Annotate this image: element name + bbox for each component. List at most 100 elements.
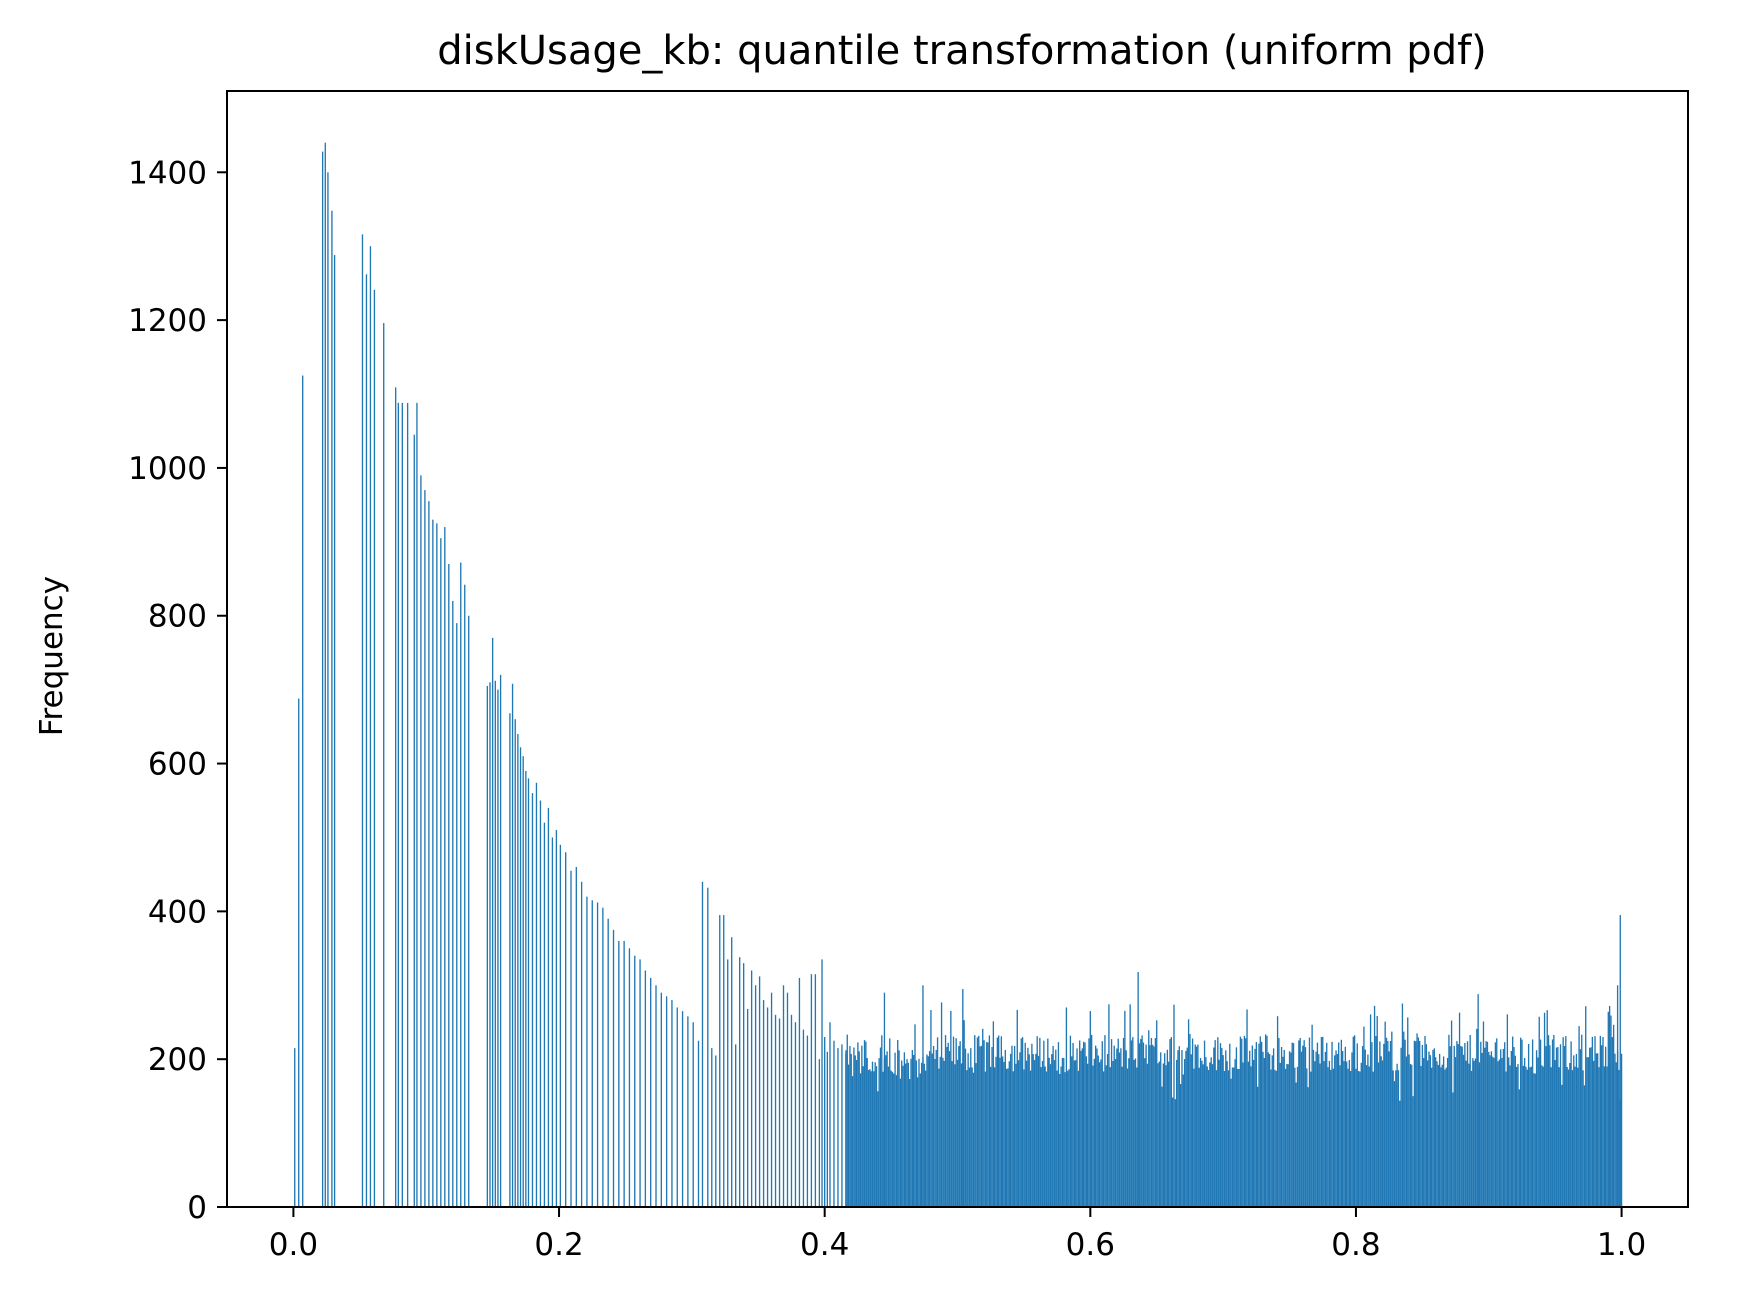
histogram-bar (983, 1040, 985, 1207)
histogram-bar (302, 375, 304, 1207)
histogram-bar (1057, 1042, 1060, 1207)
histogram-bar (565, 852, 567, 1207)
histogram-bar (1336, 1053, 1339, 1207)
histogram-bar (1278, 1037, 1280, 1207)
histogram-bar (1427, 1060, 1429, 1207)
histogram-bar (1267, 1052, 1269, 1207)
histogram-bar (1567, 1069, 1570, 1207)
histogram-bar (1259, 1036, 1261, 1207)
histogram-bar (1541, 1065, 1543, 1207)
histogram-bar (494, 680, 496, 1207)
histogram-bar (853, 1047, 855, 1207)
histogram-bar (1133, 1059, 1135, 1207)
histogram-bar (456, 623, 458, 1207)
histogram-bar-peak (1608, 1005, 1611, 1207)
histogram-bar (1174, 1099, 1176, 1207)
histogram-bar (1496, 1038, 1498, 1207)
histogram-bar (1121, 1066, 1123, 1207)
histogram-bar (1535, 1050, 1538, 1207)
histogram-bar (1344, 1046, 1346, 1207)
histogram-bar (1229, 1043, 1231, 1207)
histogram-bar (1444, 1069, 1446, 1207)
histogram-bar-peak (922, 985, 924, 1207)
histogram-bar (1186, 1047, 1188, 1207)
histogram-bar (460, 562, 462, 1207)
histogram-bar (943, 1060, 945, 1207)
histogram-bar (1529, 1067, 1531, 1207)
histogram-bar (602, 907, 604, 1207)
histogram-bar (1401, 1003, 1404, 1207)
histogram-bar (1420, 1066, 1422, 1207)
histogram-bar (1210, 1057, 1212, 1207)
histogram-bar (875, 1066, 878, 1207)
histogram-bar (1068, 1069, 1070, 1207)
histogram-bar (1266, 1035, 1268, 1207)
histogram-bar (522, 756, 524, 1207)
histogram-bar (644, 970, 647, 1207)
histogram-bar (1611, 1037, 1613, 1207)
histogram-bar (1296, 1066, 1299, 1207)
histogram-bar (1356, 1043, 1358, 1207)
histogram-bar (1318, 1054, 1320, 1207)
histogram-bar (932, 1045, 935, 1207)
histogram-bar (1505, 1071, 1507, 1207)
histogram-bar (1429, 1055, 1431, 1207)
histogram-bar (1522, 1065, 1524, 1207)
histogram-bar (1519, 1037, 1522, 1207)
histogram-bar (903, 1052, 906, 1207)
histogram-bar (1543, 1012, 1546, 1207)
histogram-bar (1284, 1068, 1287, 1207)
histogram-bar (919, 1073, 921, 1207)
histogram-bar (854, 1055, 856, 1207)
histogram-bar (1287, 1064, 1289, 1207)
x-tick-label: 0.6 (1066, 1227, 1115, 1263)
histogram-bar (841, 1044, 843, 1207)
histogram-bar (866, 1058, 868, 1207)
histogram-bar (774, 1014, 777, 1207)
histogram-bar (1462, 1054, 1465, 1207)
histogram-bar (955, 1038, 957, 1207)
histogram-bar (1334, 1055, 1336, 1207)
histogram-bar (1407, 1017, 1409, 1207)
histogram-bar (1044, 1066, 1046, 1207)
histogram-bar (681, 1011, 684, 1207)
histogram-bar (954, 1064, 956, 1207)
histogram-bar (1504, 1042, 1506, 1207)
histogram-bar (1003, 1062, 1005, 1207)
histogram-bar (727, 959, 729, 1207)
histogram-bar (906, 1059, 908, 1207)
histogram-bar (1140, 1039, 1142, 1207)
histogram-bar (1286, 1064, 1288, 1207)
y-tick-label: 1400 (128, 155, 207, 191)
histogram-bar (1326, 1042, 1328, 1207)
histogram-bar (1073, 1060, 1076, 1207)
histogram-bar (697, 1040, 700, 1207)
histogram-bar (1508, 1057, 1510, 1207)
histogram-bar (1045, 1071, 1048, 1207)
histogram-bar (1450, 1020, 1453, 1207)
x-tick-label: 0.2 (534, 1227, 583, 1263)
histogram-bar (1449, 1046, 1451, 1207)
histogram-bar (885, 1055, 887, 1207)
histogram-bar (1537, 1057, 1539, 1207)
histogram-bar (1249, 1050, 1251, 1207)
histogram-bar (1456, 1041, 1458, 1207)
histogram-bar (327, 172, 329, 1207)
histogram-bar (1409, 1064, 1412, 1207)
histogram-bar (1594, 1036, 1596, 1207)
histogram-bar (1218, 1059, 1220, 1207)
histogram-bar (1514, 1055, 1516, 1207)
histogram-bar (1077, 1070, 1080, 1207)
histogram-bar (1335, 1050, 1337, 1207)
histogram-bar (974, 1035, 976, 1207)
histogram-bar (406, 402, 409, 1207)
y-tick-label: 1200 (128, 303, 207, 339)
histogram-bar (1388, 1051, 1390, 1207)
histogram-bar (1056, 1070, 1058, 1207)
histogram-bar (1472, 1058, 1474, 1207)
histogram-bar (1349, 1071, 1352, 1207)
histogram-bar (1085, 1056, 1087, 1207)
histogram-bar (966, 1070, 968, 1207)
histogram-bar (1323, 1061, 1325, 1207)
histogram-bar (1396, 1063, 1398, 1207)
